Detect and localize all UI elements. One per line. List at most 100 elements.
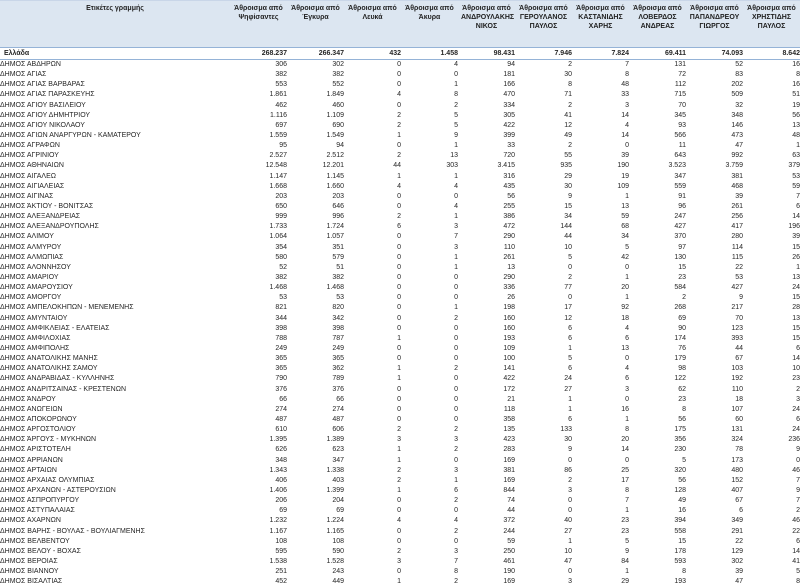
value-cell[interactable]: 51 [287,263,344,273]
value-cell[interactable]: 74 [458,496,515,506]
value-cell[interactable]: 3 [515,577,572,587]
value-cell[interactable]: 1.849 [287,90,344,100]
value-cell[interactable]: 1 [344,445,401,455]
value-cell[interactable]: 290 [458,273,515,283]
value-cell[interactable]: 2 [515,101,572,111]
value-cell[interactable]: 1.057 [287,232,344,242]
value-cell[interactable]: 0 [344,354,401,364]
value-cell[interactable]: 13 [743,121,800,131]
value-cell[interactable]: 8 [401,90,458,100]
value-cell[interactable]: 1.343 [230,466,287,476]
value-cell[interactable]: 203 [287,192,344,202]
row-labels-header[interactable]: Ετικέτες γραμμής [0,1,230,48]
value-cell[interactable]: 53 [287,293,344,303]
row-label-cell[interactable]: ΔΗΜΟΣ ΑΝΑΤΟΛΙΚΗΣ ΣΑΜΟΥ [0,364,230,374]
value-cell[interactable]: 33 [458,141,515,151]
value-cell[interactable]: 0 [344,303,401,313]
value-cell[interactable]: 109 [458,344,515,354]
value-cell[interactable]: 0 [344,141,401,151]
value-cell[interactable]: 251 [230,567,287,577]
value-cell[interactable]: 29 [515,172,572,182]
row-label-cell[interactable]: ΔΗΜΟΣ ΑΛΜΩΠΙΑΣ [0,253,230,263]
value-cell[interactable]: 4 [572,364,629,374]
value-cell[interactable]: 0 [344,101,401,111]
value-cell[interactable]: 584 [629,283,686,293]
value-cell[interactable]: 1.109 [287,111,344,121]
value-cell[interactable]: 0 [401,293,458,303]
value-cell[interactable]: 356 [629,435,686,445]
value-cell[interactable]: 8 [629,567,686,577]
value-cell[interactable]: 44 [686,344,743,354]
value-cell[interactable]: 0 [515,567,572,577]
column-header[interactable]: Άθροισμα από ΚΑΣΤΑΝΙΔΗΣ ΧΑΡΗΣ [572,1,629,48]
row-label-cell[interactable]: ΔΗΜΟΣ ΑΝΔΡΙΤΣΑΙΝΑΣ - ΚΡΕΣΤΕΝΩΝ [0,385,230,395]
value-cell[interactable]: 844 [458,486,515,496]
value-cell[interactable]: 0 [344,293,401,303]
value-cell[interactable]: 44 [515,232,572,242]
value-cell[interactable]: 336 [458,283,515,293]
value-cell[interactable]: 1.167 [230,526,287,536]
value-cell[interactable]: 204 [287,496,344,506]
value-cell[interactable]: 22 [686,263,743,273]
value-cell[interactable]: 268 [629,303,686,313]
value-cell[interactable]: 4 [572,324,629,334]
value-cell[interactable]: 48 [743,131,800,141]
value-cell[interactable]: 610 [230,425,287,435]
row-label-cell[interactable]: ΔΗΜΟΣ ΑΝΑΤΟΛΙΚΗΣ ΜΑΝΗΣ [0,354,230,364]
value-cell[interactable]: 0 [344,415,401,425]
value-cell[interactable]: 3 [401,547,458,557]
value-cell[interactable]: 1.232 [230,516,287,526]
value-cell[interactable]: 49 [629,496,686,506]
value-cell[interactable]: 53 [743,172,800,182]
row-label-cell[interactable]: ΔΗΜΟΣ ΑΙΓΑΛΕΩ [0,172,230,182]
value-cell[interactable]: 1 [344,172,401,182]
value-cell[interactable]: 32 [686,101,743,111]
value-cell[interactable]: 19 [572,172,629,182]
value-cell[interactable]: 643 [629,151,686,161]
value-cell[interactable]: 334 [458,101,515,111]
value-cell[interactable]: 30 [515,435,572,445]
value-cell[interactable]: 14 [743,547,800,557]
value-cell[interactable]: 26 [743,253,800,263]
value-cell[interactable]: 1.399 [287,486,344,496]
value-cell[interactable]: 24 [743,425,800,435]
row-label-cell[interactable]: ΔΗΜΟΣ ΑΙΓΙΝΑΣ [0,192,230,202]
value-cell[interactable]: 196 [743,222,800,232]
value-cell[interactable]: 999 [230,212,287,222]
row-label-cell[interactable]: ΔΗΜΟΣ ΒΙΑΝΝΟΥ [0,567,230,577]
row-label-cell[interactable]: ΔΗΜΟΣ ΑΛΕΞΑΝΔΡΕΙΑΣ [0,212,230,222]
value-cell[interactable]: 0 [344,243,401,253]
value-cell[interactable]: 16 [629,506,686,516]
value-cell[interactable]: 3 [344,557,401,567]
value-cell[interactable]: 19 [743,101,800,111]
value-cell[interactable]: 290 [458,232,515,242]
value-cell[interactable]: 110 [458,243,515,253]
value-cell[interactable]: 69.411 [629,48,686,60]
value-cell[interactable]: 787 [287,334,344,344]
value-cell[interactable]: 39 [686,192,743,202]
value-cell[interactable]: 27 [515,385,572,395]
value-cell[interactable]: 6 [515,415,572,425]
value-cell[interactable]: 173 [686,455,743,465]
row-label-cell[interactable]: ΔΗΜΟΣ ΑΜΦΙΠΟΛΗΣ [0,344,230,354]
value-cell[interactable]: 8 [572,425,629,435]
row-label-cell[interactable]: ΔΗΜΟΣ ΑΡΧΑΙΑΣ ΟΛΥΜΠΙΑΣ [0,476,230,486]
value-cell[interactable]: 365 [230,354,287,364]
value-cell[interactable]: 39 [743,232,800,242]
value-cell[interactable]: 8 [572,486,629,496]
value-cell[interactable]: 18 [686,395,743,405]
value-cell[interactable]: 247 [629,212,686,222]
value-cell[interactable]: 5 [743,567,800,577]
row-label-cell[interactable]: ΔΗΜΟΣ ΑΜΑΡΟΥΣΙΟΥ [0,283,230,293]
value-cell[interactable]: 462 [230,101,287,111]
value-cell[interactable]: 2 [515,476,572,486]
value-cell[interactable]: 1.165 [287,526,344,536]
column-header[interactable]: Άθροισμα από ΛΟΒΕΡΔΟΣ ΑΝΔΡΕΑΣ [629,1,686,48]
value-cell[interactable]: 280 [686,232,743,242]
value-cell[interactable]: 13 [743,314,800,324]
value-cell[interactable]: 108 [287,537,344,547]
value-cell[interactable]: 135 [458,425,515,435]
value-cell[interactable]: 358 [458,415,515,425]
value-cell[interactable]: 432 [344,48,401,60]
value-cell[interactable]: 6 [515,334,572,344]
